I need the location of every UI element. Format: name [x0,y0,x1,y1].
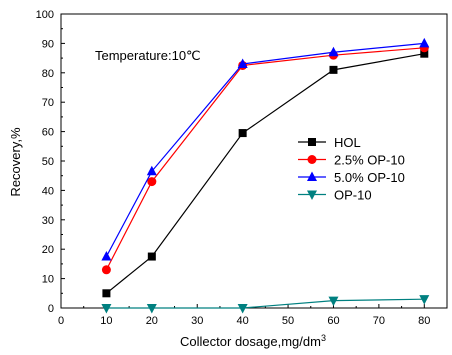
y-tick-label: 80 [42,68,54,80]
data-point [102,289,111,298]
x-axis-title-text: Collector dosage,mg/dm [180,334,321,349]
series-3 [101,295,430,314]
legend-label: 2.5% OP-10 [334,153,405,168]
x-axis-title: Collector dosage,mg/dm3 [180,333,326,349]
legend-label: HOL [334,135,361,150]
y-tick-label: 50 [42,156,54,168]
legend-marker [307,155,317,164]
legend-item: 2.5% OP-10 [298,153,405,168]
y-axis: 0 10 20 30 40 50 60 70 80 90 100 [36,9,65,315]
data-point [328,296,339,307]
data-point [101,251,112,261]
data-point [419,295,430,305]
data-point [329,65,338,74]
data-point [419,37,430,48]
y-tick-label: 30 [42,215,54,227]
x-tick-label: 0 [58,315,64,327]
x-tick-label: 70 [373,315,385,327]
x-tick-label: 30 [191,315,203,327]
series-line [105,42,425,257]
data-point [101,304,112,314]
data-point [146,304,157,314]
series-layer [101,37,430,314]
data-point [147,177,157,187]
y-tick-label: 10 [42,274,54,286]
y-tick-label: 70 [42,97,54,109]
data-point [420,49,429,58]
data-point [237,304,248,314]
x-axis-title-superscript: 3 [321,333,326,343]
legend: HOL 2.5% OP-10 5.0% OP-10 OP-10 [298,135,405,203]
y-tick-label: 60 [42,127,54,139]
y-tick-label: 20 [42,244,54,256]
data-point [146,165,157,176]
legend-marker [307,171,317,181]
y-tick-label: 40 [42,185,54,197]
legend-item: HOL [298,135,361,150]
legend-marker [308,138,316,146]
data-point [237,58,248,68]
x-tick-label: 60 [327,315,339,327]
y-axis-title: Recovery,% [8,127,23,197]
series-2 [101,37,430,261]
x-tick-label: 10 [100,315,112,327]
series-0 [102,49,429,298]
legend-label: 5.0% OP-10 [334,170,405,185]
legend-marker [307,190,317,200]
legend-item: OP-10 [298,188,372,203]
legend-label: OP-10 [334,188,372,203]
legend-item: 5.0% OP-10 [298,170,405,185]
x-tick-label: 50 [282,315,294,327]
y-tick-label: 0 [48,303,54,315]
x-tick-label: 40 [237,315,249,327]
x-tick-label: 80 [418,315,430,327]
y-tick-label: 90 [42,38,54,50]
data-point [328,46,339,57]
x-tick-label: 20 [146,315,158,327]
data-point [101,265,111,275]
data-point [147,252,156,261]
temperature-annotation: Temperature:10℃ [95,48,201,63]
data-point [238,129,247,138]
x-axis: 0 10 20 30 40 50 60 70 80 [58,304,430,327]
y-tick-label: 100 [36,9,54,21]
